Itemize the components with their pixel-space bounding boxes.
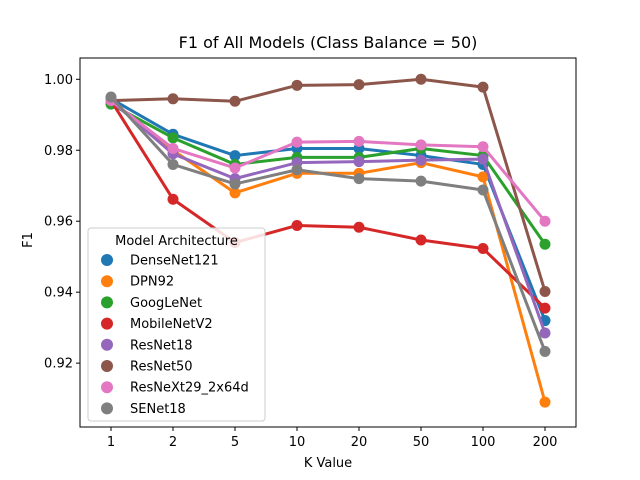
legend-item: ResNeXt29_2x64d: [101, 381, 249, 396]
x-tick-label: 10: [289, 435, 306, 450]
series-line: [110, 77, 547, 292]
series-line: [110, 97, 547, 322]
data-point: [415, 139, 427, 151]
legend-label: GoogLeNet: [130, 296, 202, 311]
series-line: [109, 96, 547, 352]
legend-item: DenseNet121: [101, 254, 219, 269]
data-point: [477, 81, 489, 93]
y-tick-label: 1.00: [44, 73, 73, 88]
data-point: [415, 154, 427, 166]
data-point: [167, 132, 179, 144]
data-point: [539, 215, 551, 227]
data-point: [229, 95, 241, 107]
legend-label: ResNet18: [130, 338, 193, 353]
series-line: [110, 99, 547, 223]
data-point: [539, 327, 551, 339]
data-point: [167, 158, 179, 170]
x-tick-label: 5: [231, 435, 239, 450]
data-point: [167, 93, 179, 105]
data-point: [353, 221, 365, 233]
y-tick-label: 0.94: [44, 286, 73, 301]
data-point: [167, 142, 179, 154]
data-point: [353, 79, 365, 91]
legend-marker: [101, 338, 113, 351]
data-point: [539, 396, 551, 408]
data-point: [415, 175, 427, 187]
legend-marker: [101, 296, 113, 309]
legend-marker: [101, 254, 113, 266]
legend-item: ResNet18: [101, 338, 193, 353]
data-point: [291, 79, 303, 91]
legend-item: MobileNetV2: [101, 317, 213, 332]
data-point: [291, 164, 303, 176]
legend-item: SENet18: [101, 402, 186, 417]
data-point: [353, 156, 365, 168]
data-point: [229, 187, 241, 199]
y-tick-label: 0.96: [44, 215, 73, 230]
data-point: [353, 173, 365, 185]
legend-item: GoogLeNet: [101, 296, 202, 311]
data-point: [229, 178, 241, 190]
x-axis: 1 2 5 10 20 50 100 200: [107, 427, 558, 450]
x-tick-label: 20: [351, 435, 368, 450]
data-point: [539, 238, 551, 250]
data-point: [105, 91, 117, 103]
legend-label: MobileNetV2: [130, 317, 213, 332]
data-point: [353, 135, 365, 147]
data-point: [477, 243, 489, 255]
series-resnet50: [105, 73, 551, 297]
legend-label: ResNet50: [130, 360, 193, 375]
legend: Model Architecture DenseNet121 DPN92 GoogLe…: [87, 227, 266, 422]
legend-label: SENet18: [130, 402, 186, 417]
x-tick-label: 50: [413, 435, 430, 450]
legend-marker: [101, 402, 113, 415]
data-point: [291, 136, 303, 148]
series-line: [109, 99, 547, 310]
series-senet18: [105, 91, 551, 357]
x-axis-label: K Value: [304, 456, 352, 471]
series-line: [110, 99, 547, 334]
data-point: [415, 234, 427, 246]
data-point: [539, 285, 551, 297]
legend-item: DPN92: [101, 275, 174, 290]
y-axis-label: F1: [21, 232, 36, 248]
data-point: [477, 153, 489, 165]
legend-marker: [101, 275, 113, 288]
y-tick-label: 0.98: [44, 144, 73, 159]
x-tick-label: 200: [533, 435, 558, 450]
legend-box: [87, 227, 266, 422]
series-line: [110, 102, 547, 246]
data-point: [477, 141, 489, 153]
data-point: [167, 193, 179, 205]
legend-marker: [101, 381, 113, 394]
chart-title: F1 of All Models (Class Balance = 50): [179, 33, 478, 52]
x-tick-label: 2: [169, 435, 177, 450]
y-axis: 0.92 0.94 0.96 0.98 1.00: [44, 73, 80, 372]
legend-marker: [101, 317, 113, 330]
legend-item: ResNet50: [101, 360, 193, 375]
legend-label: DPN92: [130, 275, 174, 290]
x-tick-label: 1: [107, 435, 115, 450]
legend-label: ResNeXt29_2x64d: [130, 381, 249, 396]
data-point: [229, 150, 241, 162]
data-point: [539, 345, 551, 357]
data-point: [477, 184, 489, 196]
legend-title: Model Architecture: [115, 234, 238, 249]
data-point: [291, 219, 303, 231]
data-point: [477, 171, 489, 183]
x-tick-label: 100: [471, 435, 496, 450]
data-point: [539, 302, 551, 314]
legend-marker: [101, 360, 113, 372]
data-point: [415, 73, 427, 85]
data-point: [229, 162, 241, 174]
series-layer: [105, 73, 551, 408]
y-tick-label: 0.92: [44, 357, 73, 372]
legend-label: DenseNet121: [130, 254, 219, 269]
